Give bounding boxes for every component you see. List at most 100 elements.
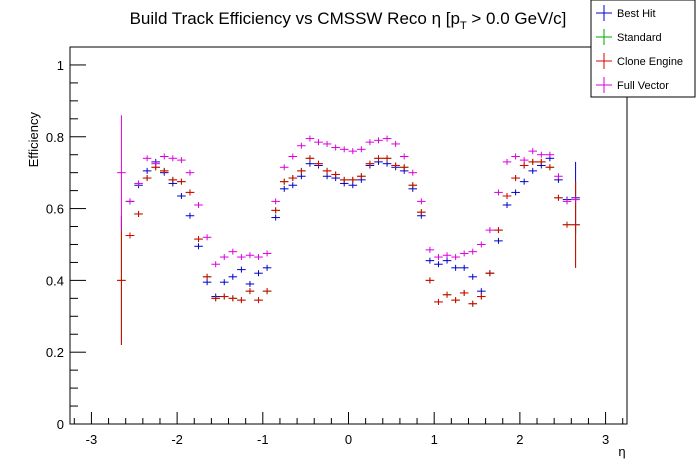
data-point-best-hit [468,273,478,280]
data-point-best-hit [279,185,289,192]
title-suffix: > 0.0 GeV/c] [467,9,567,28]
y-axis-label: Efficiency [26,112,41,168]
data-point-full-vector [451,254,460,261]
legend-label: Best Hit [617,8,656,20]
legend-item-clone-engine: Clone Engine [596,53,683,69]
data-point-clone-engine [339,176,349,183]
data-point-clone-engine [477,293,486,300]
data-point-full-vector [528,148,538,155]
data-point-full-vector [417,198,426,205]
data-point-clone-engine [237,297,246,304]
x-tick-label: -2 [171,432,183,447]
legend-item-best-hit: Best Hit [596,5,656,21]
y-tick-label: 0.8 [46,130,64,145]
axes: -3 -2 -1 0 1 2 3 0 0.2 0.4 0.6 0.8 1 [46,46,628,447]
data-point-clone-engine [537,158,546,165]
data-point-clone-engine [494,227,503,234]
data-point-clone-engine [185,189,195,196]
data-point-full-vector [357,146,366,153]
x-tick-label: 1 [431,432,438,447]
data-point-clone-engine [314,160,323,167]
data-point-full-vector [262,250,272,257]
data-point-best-hit [177,193,186,200]
data-point-clone-engine [117,215,126,346]
data-point-full-vector [228,248,238,255]
data-point-clone-engine [468,300,478,307]
data-point-full-vector [237,254,246,261]
data-point-best-hit [425,257,435,264]
data-point-clone-engine [502,193,512,200]
data-point-clone-engine [159,167,169,174]
data-point-best-hit [442,257,452,264]
data-point-full-vector [314,139,323,146]
data-point-full-vector [571,196,580,203]
data-point-clone-engine [519,162,529,169]
data-point-full-vector [305,135,315,142]
data-point-clone-engine [288,175,298,182]
data-point-clone-engine [297,167,306,174]
data-point-best-hit [348,182,358,189]
y-tick-label: 1 [57,58,64,73]
data-point-best-hit [237,266,246,273]
data-point-full-vector [391,140,400,147]
data-point-clone-engine [554,194,563,201]
data-point-full-vector [219,254,229,261]
data-point-best-hit [322,173,332,180]
legend-item-full-vector: Full Vector [596,77,669,93]
data-point-full-vector [142,155,152,162]
data-point-full-vector [202,234,212,241]
data-point-full-vector [374,137,383,144]
y-tick-label: 0.2 [46,345,64,360]
data-point-full-vector [322,140,332,147]
data-point-clone-engine [391,162,400,169]
data-point-clone-engine [211,295,220,302]
data-point-clone-engine [142,175,152,182]
data-point-clone-engine [134,210,143,217]
data-point-clone-engine [262,288,272,295]
data-point-clone-engine [194,236,203,243]
data-point-clone-engine [528,158,538,165]
data-point-best-hit [185,212,195,219]
data-point-full-vector [399,153,409,160]
legend-label: Standard [617,32,662,44]
data-point-full-vector [365,139,375,146]
data-point-clone-engine [417,209,426,216]
data-point-best-hit [519,178,529,185]
chart-title: Build Track Efficiency vs CMSSW Reco η [… [130,9,567,32]
data-point-best-hit [245,280,255,287]
data-point-full-vector [434,254,443,261]
data-point-clone-engine [245,288,255,295]
legend-label: Clone Engine [617,56,683,68]
data-point-full-vector [442,252,452,259]
x-tick-label: -1 [257,432,269,447]
data-point-clone-engine [322,167,332,174]
data-point-full-vector [537,151,546,158]
y-tick-label: 0.4 [46,273,64,288]
data-point-best-hit [305,160,315,167]
data-point-best-hit [202,279,212,286]
data-point-best-hit [494,237,503,244]
data-point-clone-engine [271,207,280,214]
data-point-clone-engine [485,270,495,277]
data-point-full-vector [494,189,503,196]
x-axis-label: η [618,444,625,459]
legend-item-standard: Standard [596,29,662,45]
data-point-full-vector [279,164,289,171]
data-point-full-vector [511,153,520,160]
y-tick-label: 0.6 [46,202,64,217]
data-point-clone-engine [408,182,418,189]
data-point-best-hit [434,261,443,268]
data-point-full-vector [297,142,306,149]
data-point-clone-engine [442,291,452,298]
data-point-best-hit [511,189,520,196]
data-point-full-vector [459,250,469,257]
data-point-clone-engine [399,164,409,171]
data-point-full-vector [477,241,486,248]
data-point-full-vector [468,248,478,255]
legend-label: Full Vector [617,80,669,92]
data-point-full-vector [545,151,555,158]
legend-box [590,0,696,98]
data-point-best-hit [254,270,263,277]
data-point-best-hit [142,167,152,174]
data-point-best-hit [502,201,512,208]
